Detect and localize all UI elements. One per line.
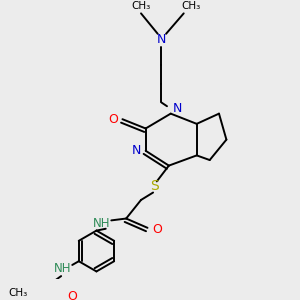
Text: CH₃: CH₃ — [9, 288, 28, 298]
Text: O: O — [67, 290, 77, 300]
Text: N: N — [172, 103, 182, 116]
Text: O: O — [108, 113, 118, 126]
Text: CH₃: CH₃ — [182, 1, 201, 11]
Text: N: N — [132, 144, 141, 157]
Text: NH: NH — [93, 217, 111, 230]
Text: NH: NH — [54, 262, 72, 275]
Text: O: O — [152, 223, 162, 236]
Text: S: S — [151, 179, 159, 193]
Text: CH₃: CH₃ — [131, 1, 151, 11]
Text: N: N — [157, 33, 166, 46]
